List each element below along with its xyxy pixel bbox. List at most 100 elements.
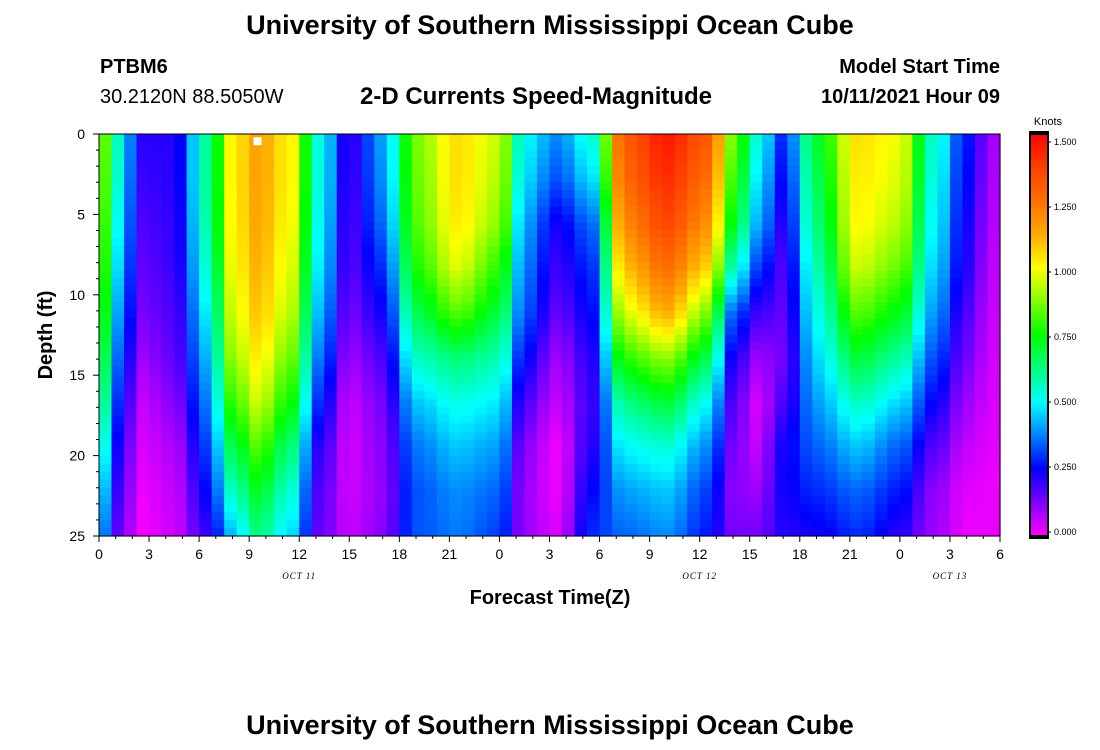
heatmap-cell bbox=[987, 302, 1001, 312]
heatmap-cell bbox=[574, 246, 588, 256]
heatmap-cell bbox=[987, 318, 1001, 328]
heatmap-cell bbox=[299, 310, 313, 320]
heatmap-cell bbox=[461, 335, 476, 344]
heatmap-cell bbox=[161, 254, 175, 264]
heatmap-cell bbox=[511, 190, 526, 199]
heatmap-cell bbox=[524, 174, 538, 183]
heatmap-cell bbox=[662, 246, 676, 256]
heatmap-cell bbox=[174, 519, 188, 529]
heatmap-cell bbox=[149, 375, 163, 384]
heatmap-cell bbox=[224, 158, 238, 167]
heatmap-cell bbox=[161, 206, 175, 215]
heatmap-cell bbox=[474, 246, 488, 256]
heatmap-cell bbox=[974, 527, 989, 537]
heatmap-cell bbox=[712, 447, 726, 457]
heatmap-cell bbox=[712, 318, 726, 328]
heatmap-cell bbox=[511, 503, 526, 513]
heatmap-cell bbox=[787, 254, 801, 264]
heatmap-cell bbox=[724, 527, 738, 537]
heatmap-cell bbox=[461, 455, 476, 465]
heatmap-cell bbox=[461, 206, 476, 215]
heatmap-cell bbox=[99, 158, 113, 167]
heatmap-cell bbox=[549, 302, 563, 312]
heatmap-cell bbox=[249, 142, 263, 151]
heatmap-cell bbox=[549, 206, 563, 215]
heatmap-cell bbox=[799, 511, 813, 521]
heatmap-cell bbox=[349, 479, 363, 489]
heatmap-cell bbox=[912, 294, 926, 304]
heatmap-cell bbox=[687, 278, 701, 288]
heatmap-cell bbox=[662, 262, 676, 272]
heatmap-cell bbox=[336, 383, 350, 392]
heatmap-cell bbox=[211, 399, 225, 408]
heatmap-cell bbox=[236, 463, 250, 473]
heatmap-cell bbox=[962, 302, 976, 312]
heatmap-cell bbox=[587, 455, 601, 465]
heatmap-cell bbox=[824, 278, 838, 288]
heatmap-cell bbox=[562, 511, 576, 521]
heatmap-cell bbox=[324, 463, 338, 473]
heatmap-cell bbox=[136, 391, 150, 400]
heatmap-cell bbox=[562, 150, 576, 159]
heatmap-cell bbox=[874, 391, 888, 400]
heatmap-cell bbox=[574, 254, 588, 264]
heatmap-cell bbox=[812, 335, 826, 344]
heatmap-cell bbox=[562, 222, 576, 232]
heatmap-cell bbox=[136, 182, 150, 191]
heatmap-cell bbox=[824, 150, 838, 159]
heatmap-cell bbox=[374, 351, 388, 360]
heatmap-cell bbox=[161, 391, 175, 400]
heatmap-cell bbox=[562, 503, 576, 513]
heatmap-cell bbox=[236, 134, 250, 143]
heatmap-cell bbox=[386, 439, 400, 449]
heatmap-cell bbox=[687, 519, 701, 529]
heatmap-cell bbox=[824, 286, 838, 296]
heatmap-cell bbox=[499, 230, 513, 240]
heatmap-cell bbox=[687, 455, 701, 465]
heatmap-cell bbox=[486, 270, 501, 280]
heatmap-cell bbox=[136, 407, 150, 416]
heatmap-cell bbox=[374, 318, 388, 328]
heatmap-cell bbox=[411, 511, 425, 521]
heatmap-cell bbox=[399, 246, 413, 256]
heatmap-cell bbox=[737, 270, 751, 280]
heatmap-cell bbox=[712, 463, 726, 473]
heatmap-cell bbox=[887, 134, 901, 143]
heatmap-cell bbox=[687, 174, 701, 183]
heatmap-cell bbox=[987, 182, 1001, 191]
heatmap-cell bbox=[186, 375, 200, 384]
heatmap-cell bbox=[962, 182, 976, 191]
heatmap-cell bbox=[349, 302, 363, 312]
heatmap-cell bbox=[449, 527, 463, 537]
heatmap-cell bbox=[699, 326, 713, 336]
heatmap-cell bbox=[274, 262, 288, 272]
heatmap-cell bbox=[211, 302, 225, 312]
heatmap-cell bbox=[787, 343, 801, 352]
heatmap-cell bbox=[286, 335, 300, 344]
heatmap-cell bbox=[461, 254, 476, 264]
heatmap-cell bbox=[787, 142, 801, 151]
heatmap-cell bbox=[311, 270, 325, 280]
heatmap-cell bbox=[849, 367, 863, 376]
heatmap-cell bbox=[286, 150, 300, 159]
heatmap-cell bbox=[111, 262, 125, 272]
heatmap-cell bbox=[436, 391, 450, 400]
heatmap-cell bbox=[562, 527, 576, 537]
heatmap-cell bbox=[587, 270, 601, 280]
heatmap-cell bbox=[874, 383, 888, 392]
heatmap-cell bbox=[574, 503, 588, 513]
heatmap-cell bbox=[349, 495, 363, 505]
heatmap-cell bbox=[599, 158, 613, 167]
heatmap-cell bbox=[474, 302, 488, 312]
heatmap-cell bbox=[637, 286, 651, 296]
heatmap-cell bbox=[824, 158, 838, 167]
heatmap-cell bbox=[774, 391, 788, 400]
heatmap-cell bbox=[787, 463, 801, 473]
heatmap-cell bbox=[186, 471, 200, 481]
heatmap-cell bbox=[862, 182, 876, 191]
heatmap-cell bbox=[937, 302, 951, 312]
heatmap-cell bbox=[486, 246, 501, 256]
heatmap-cell bbox=[724, 158, 738, 167]
heatmap-cell bbox=[449, 158, 463, 167]
x-tick-label: 0 bbox=[496, 546, 504, 562]
